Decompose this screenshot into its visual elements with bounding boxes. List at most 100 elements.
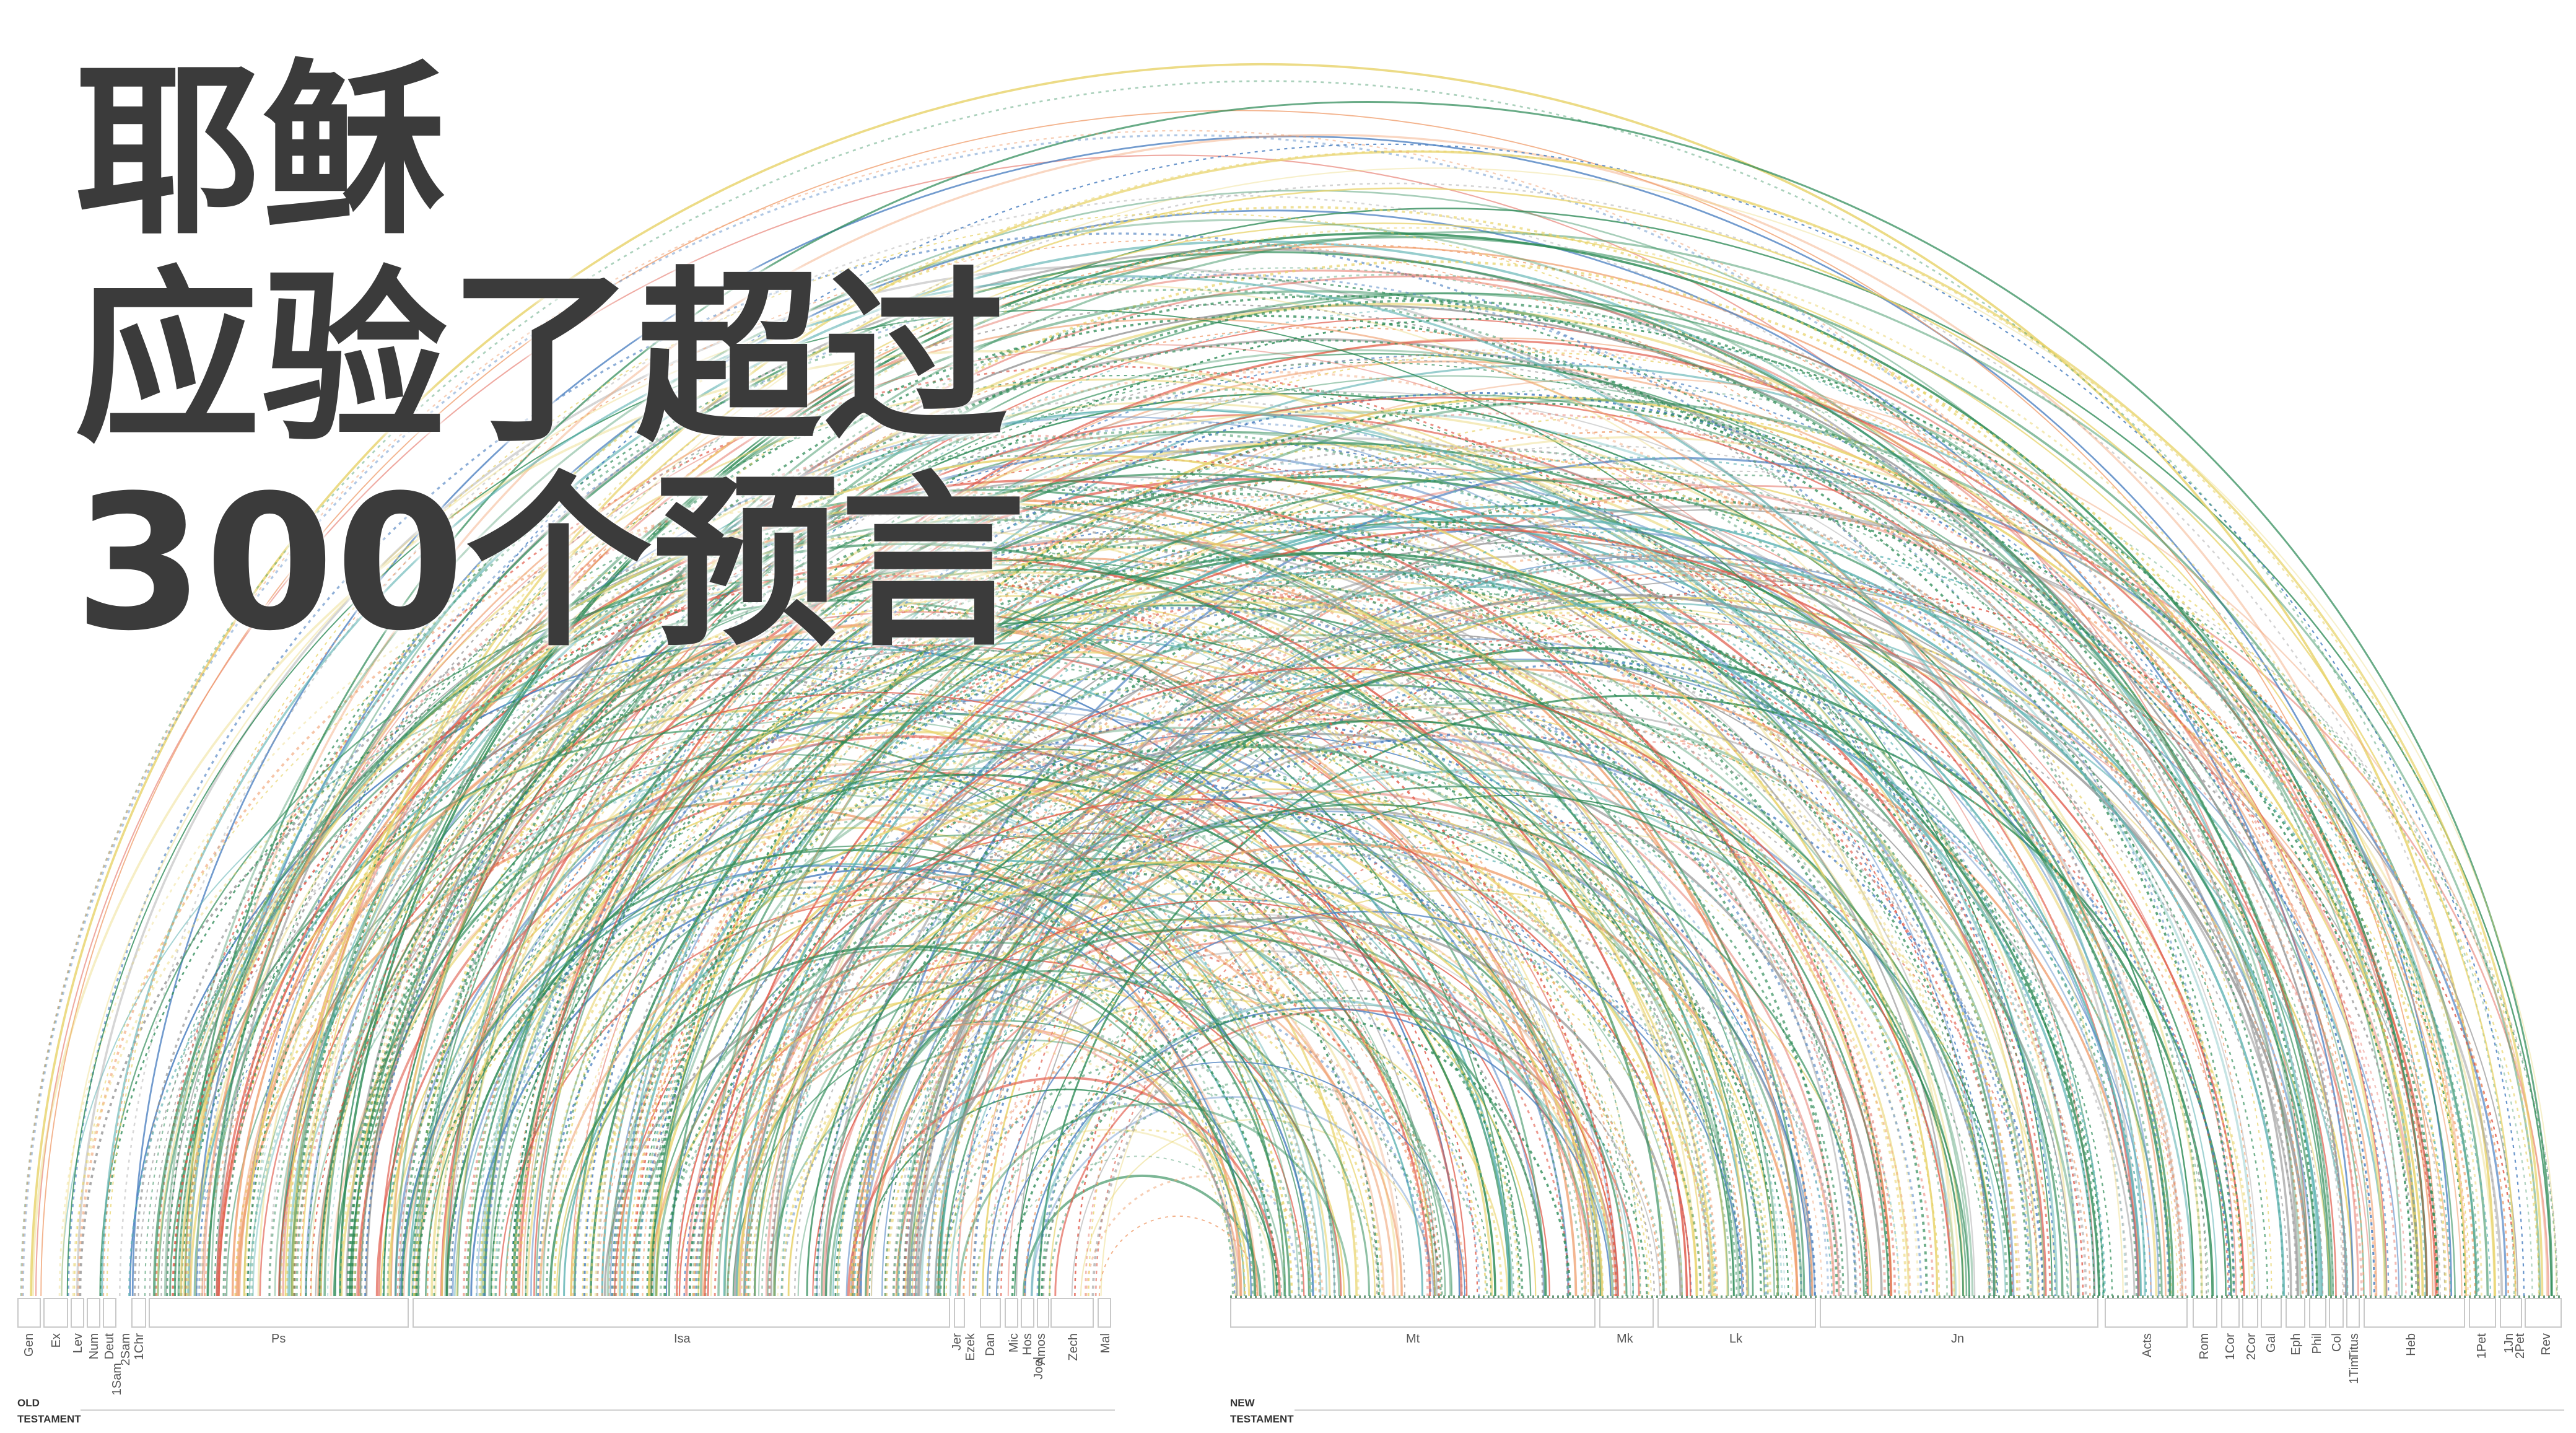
prophecy-arc	[806, 719, 1964, 1297]
book-box-phil	[2309, 1298, 2326, 1328]
prophecy-arc	[769, 703, 1934, 1297]
prophecy-arc	[850, 611, 2254, 1297]
prophecy-arc	[359, 326, 2307, 1297]
prophecy-arc	[632, 739, 1765, 1297]
prophecy-arc	[939, 1051, 1442, 1297]
prophecy-arc	[594, 587, 1990, 1297]
prophecy-arc	[601, 508, 2181, 1297]
prophecy-arc	[650, 926, 1403, 1297]
book-box-jer	[954, 1298, 965, 1328]
prophecy-arc	[1088, 592, 2471, 1297]
book-label-heb: Heb	[2404, 1333, 2418, 1356]
prophecy-arc	[1016, 579, 2440, 1297]
book-box-mal	[1098, 1298, 1111, 1328]
prophecy-arc	[217, 609, 1596, 1297]
prophecy-arc	[787, 919, 1537, 1297]
book-label-mal: Mal	[1099, 1333, 1112, 1354]
prophecy-arc	[589, 551, 2100, 1297]
prophecy-arc	[432, 885, 1266, 1297]
prophecy-arc	[535, 393, 2365, 1297]
prophecy-arc	[1085, 1175, 1324, 1297]
prophecy-arc	[247, 489, 1890, 1297]
book-box-jn	[1820, 1298, 2098, 1328]
prophecy-arc	[851, 496, 2439, 1297]
book-label-acts: Acts	[2141, 1333, 2154, 1357]
prophecy-arc	[339, 613, 1714, 1297]
prophecy-arc	[774, 861, 1628, 1297]
prophecy-arc	[76, 265, 2141, 1297]
prophecy-arc	[173, 289, 2203, 1297]
book-box-1jn	[2500, 1298, 2522, 1328]
prophecy-arc	[427, 627, 1744, 1297]
book-box-hos	[1021, 1298, 1034, 1328]
old-testament-rule	[81, 1409, 1115, 1411]
prophecy-arc	[699, 399, 2478, 1297]
prophecy-arc	[216, 479, 1869, 1297]
prophecy-arc	[188, 134, 2467, 1297]
prophecy-arc	[206, 519, 1779, 1297]
prophecy-arc	[172, 575, 1618, 1297]
prophecy-arc	[305, 791, 1300, 1297]
old-testament-label-line2: TESTAMENT	[17, 1413, 81, 1425]
prophecy-arc	[243, 454, 1939, 1297]
prophecy-arc	[935, 602, 2349, 1297]
prophecy-arc	[1007, 623, 2371, 1297]
prophecy-arc	[183, 379, 2039, 1297]
prophecy-arc	[77, 488, 1719, 1297]
prophecy-arc	[282, 270, 2360, 1297]
book-label-deut: Deut	[103, 1333, 116, 1360]
prophecy-arc	[893, 672, 2129, 1297]
book-box-gal	[2261, 1298, 2282, 1328]
prophecy-arc	[630, 941, 1340, 1297]
prophecy-arc	[915, 844, 1833, 1297]
prophecy-arc	[165, 505, 1748, 1297]
prophecy-arc	[351, 664, 1634, 1297]
prophecy-arc	[651, 403, 2413, 1297]
prophecy-arc	[287, 408, 2058, 1297]
prophecy-arc	[444, 292, 2420, 1297]
prophecy-arc	[744, 797, 1765, 1297]
prophecy-arc	[648, 997, 1251, 1297]
prophecy-arc	[606, 726, 1740, 1297]
prophecy-arc	[646, 561, 2101, 1297]
prophecy-arc	[184, 101, 2553, 1297]
prophecy-arc	[583, 392, 2375, 1297]
prophecy-arc	[411, 299, 2439, 1297]
prophecy-arc	[359, 537, 1849, 1297]
prophecy-arc	[184, 434, 1886, 1297]
book-label-2sam: 2Sam	[119, 1333, 133, 1366]
prophecy-arc	[413, 892, 1246, 1297]
prophecy-arc	[475, 307, 2425, 1297]
prophecy-arc	[746, 713, 1911, 1297]
book-label-1pet: 1Pet	[2475, 1333, 2489, 1359]
prophecy-arc	[154, 576, 1598, 1297]
prophecy-arc	[989, 963, 1664, 1297]
prophecy-arc	[300, 243, 2364, 1297]
prophecy-arc	[626, 647, 1940, 1297]
book-box-lev	[71, 1298, 84, 1328]
prophecy-arc	[634, 573, 2113, 1297]
prophecy-arc	[765, 478, 2421, 1297]
book-box-lk	[1657, 1298, 1816, 1328]
prophecy-arc	[777, 1003, 1379, 1297]
book-box-dan	[980, 1298, 1001, 1328]
prophecy-arc	[411, 804, 1399, 1297]
prophecy-arc	[79, 673, 1336, 1297]
prophecy-arc	[949, 769, 2007, 1297]
book-box-col	[2329, 1298, 2344, 1328]
prophecy-arc	[446, 391, 2259, 1297]
prophecy-arc	[463, 586, 1897, 1297]
prophecy-arc	[356, 735, 1463, 1297]
prophecy-arc	[927, 556, 2417, 1297]
prophecy-arc	[945, 919, 1702, 1297]
prophecy-arc	[943, 786, 1970, 1297]
prophecy-arc	[286, 149, 2540, 1297]
prophecy-arc	[278, 559, 1775, 1297]
prophecy-arc	[268, 645, 1569, 1297]
prophecy-arc	[58, 502, 1641, 1297]
prophecy-arc	[834, 849, 1748, 1297]
prophecy-arc	[659, 976, 1304, 1297]
prophecy-arc	[194, 530, 1698, 1297]
prophecy-arc	[1014, 794, 2012, 1297]
prophecy-arc	[773, 436, 2495, 1297]
